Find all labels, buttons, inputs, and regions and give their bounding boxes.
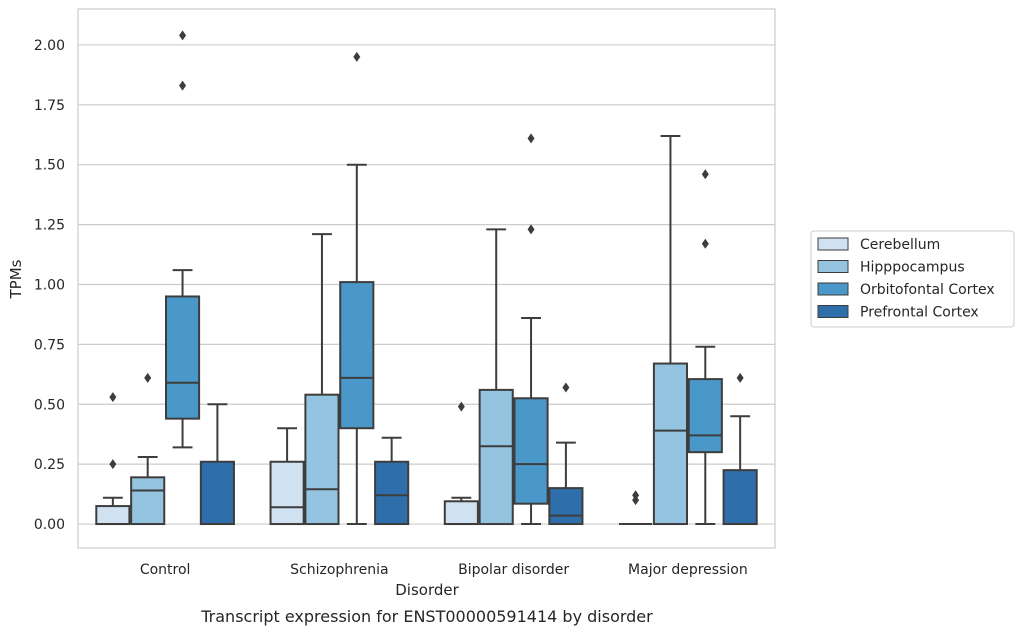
x-tick-label: Bipolar disorder — [458, 562, 569, 578]
box-body — [164, 295, 201, 420]
outlier-point — [527, 224, 535, 235]
y-tick-labels: 0.00 0.25 0.50 0.75 1.00 1.25 1.50 1.75 2.00 — [34, 38, 65, 533]
box-hipppocampus — [304, 233, 340, 526]
y-tick-label: 0.00 — [34, 517, 65, 533]
box-body — [478, 388, 514, 526]
box-body — [95, 505, 131, 526]
legend-label: Prefrontal Cortex — [860, 305, 979, 321]
box-body — [374, 460, 410, 526]
legend-swatch — [817, 260, 849, 273]
y-tick-label: 0.75 — [34, 337, 65, 353]
box-orbitofontal-cortex — [164, 30, 201, 449]
box-prefrontal-cortex — [374, 436, 410, 526]
outlier-point — [109, 459, 117, 470]
y-axis-title: TPMs — [7, 259, 25, 299]
box-body — [548, 487, 584, 526]
box-body — [269, 460, 305, 526]
box-hipppocampus — [478, 228, 514, 526]
box-prefrontal-cortex — [722, 372, 758, 526]
outlier-point — [144, 372, 152, 383]
box-body — [652, 362, 689, 526]
x-tick-label: Schizophrenia — [290, 562, 388, 578]
y-tick-label: 2.00 — [34, 38, 65, 54]
legend-swatch — [817, 237, 849, 251]
outlier-point — [562, 382, 570, 393]
legend: Cerebellum Hipppocampus Orbitofontal Corte… — [810, 230, 1015, 328]
y-tick-label: 0.50 — [34, 397, 65, 413]
box-body — [443, 500, 479, 526]
box-cerebellum — [269, 427, 305, 526]
box-hipppocampus — [130, 372, 166, 526]
box-prefrontal-cortex — [548, 382, 584, 526]
box-orbitofontal-cortex — [687, 169, 723, 526]
plot-frame — [77, 8, 776, 549]
legend-swatch — [817, 305, 849, 318]
box-orbitofontal-cortex — [513, 133, 549, 526]
legend-label: Cerebellum — [860, 237, 940, 253]
y-tick-label: 1.25 — [34, 218, 65, 234]
box-orbitofontal-cortex — [339, 51, 375, 526]
outlier-point — [179, 80, 187, 91]
box-plot-marks — [95, 30, 758, 526]
box-hipppocampus — [652, 134, 689, 526]
outlier-point — [701, 238, 709, 249]
box-prefrontal-cortex — [199, 403, 235, 526]
box-cerebellum — [95, 392, 131, 526]
box-cerebellum — [619, 490, 653, 526]
legend-frame — [810, 230, 1015, 328]
outlier-point — [736, 372, 744, 383]
x-tick-labels: Control Schizophrenia Bipolar disorder Majo… — [140, 562, 748, 578]
x-axis-title: Disorder — [395, 581, 459, 599]
outlier-point — [527, 133, 535, 144]
box-cerebellum — [443, 401, 479, 526]
legend-swatch — [817, 282, 849, 296]
outlier-point — [701, 169, 709, 180]
y-tick-label: 1.00 — [34, 277, 65, 293]
outlier-point — [353, 51, 361, 62]
outlier-point — [632, 490, 640, 501]
y-tick-label: 1.50 — [34, 158, 65, 174]
box-body — [722, 469, 758, 526]
box-body — [130, 476, 166, 526]
box-body — [339, 281, 375, 430]
legend-label: Hipppocampus — [860, 260, 965, 276]
box-body — [199, 460, 235, 526]
x-tick-label: Control — [140, 562, 191, 578]
outlier-point — [457, 401, 465, 412]
y-tick-label: 0.25 — [34, 457, 65, 473]
x-tick-label: Major depression — [628, 562, 748, 578]
box-body — [687, 378, 723, 454]
chart-caption: Transcript expression for ENST0000059141… — [200, 607, 653, 626]
box-body — [304, 393, 340, 526]
legend-label: Orbitofontal Cortex — [860, 282, 995, 298]
box-body — [513, 397, 549, 505]
outlier-point — [179, 30, 187, 41]
outlier-point — [109, 392, 117, 403]
y-tick-label: 1.75 — [34, 98, 65, 114]
